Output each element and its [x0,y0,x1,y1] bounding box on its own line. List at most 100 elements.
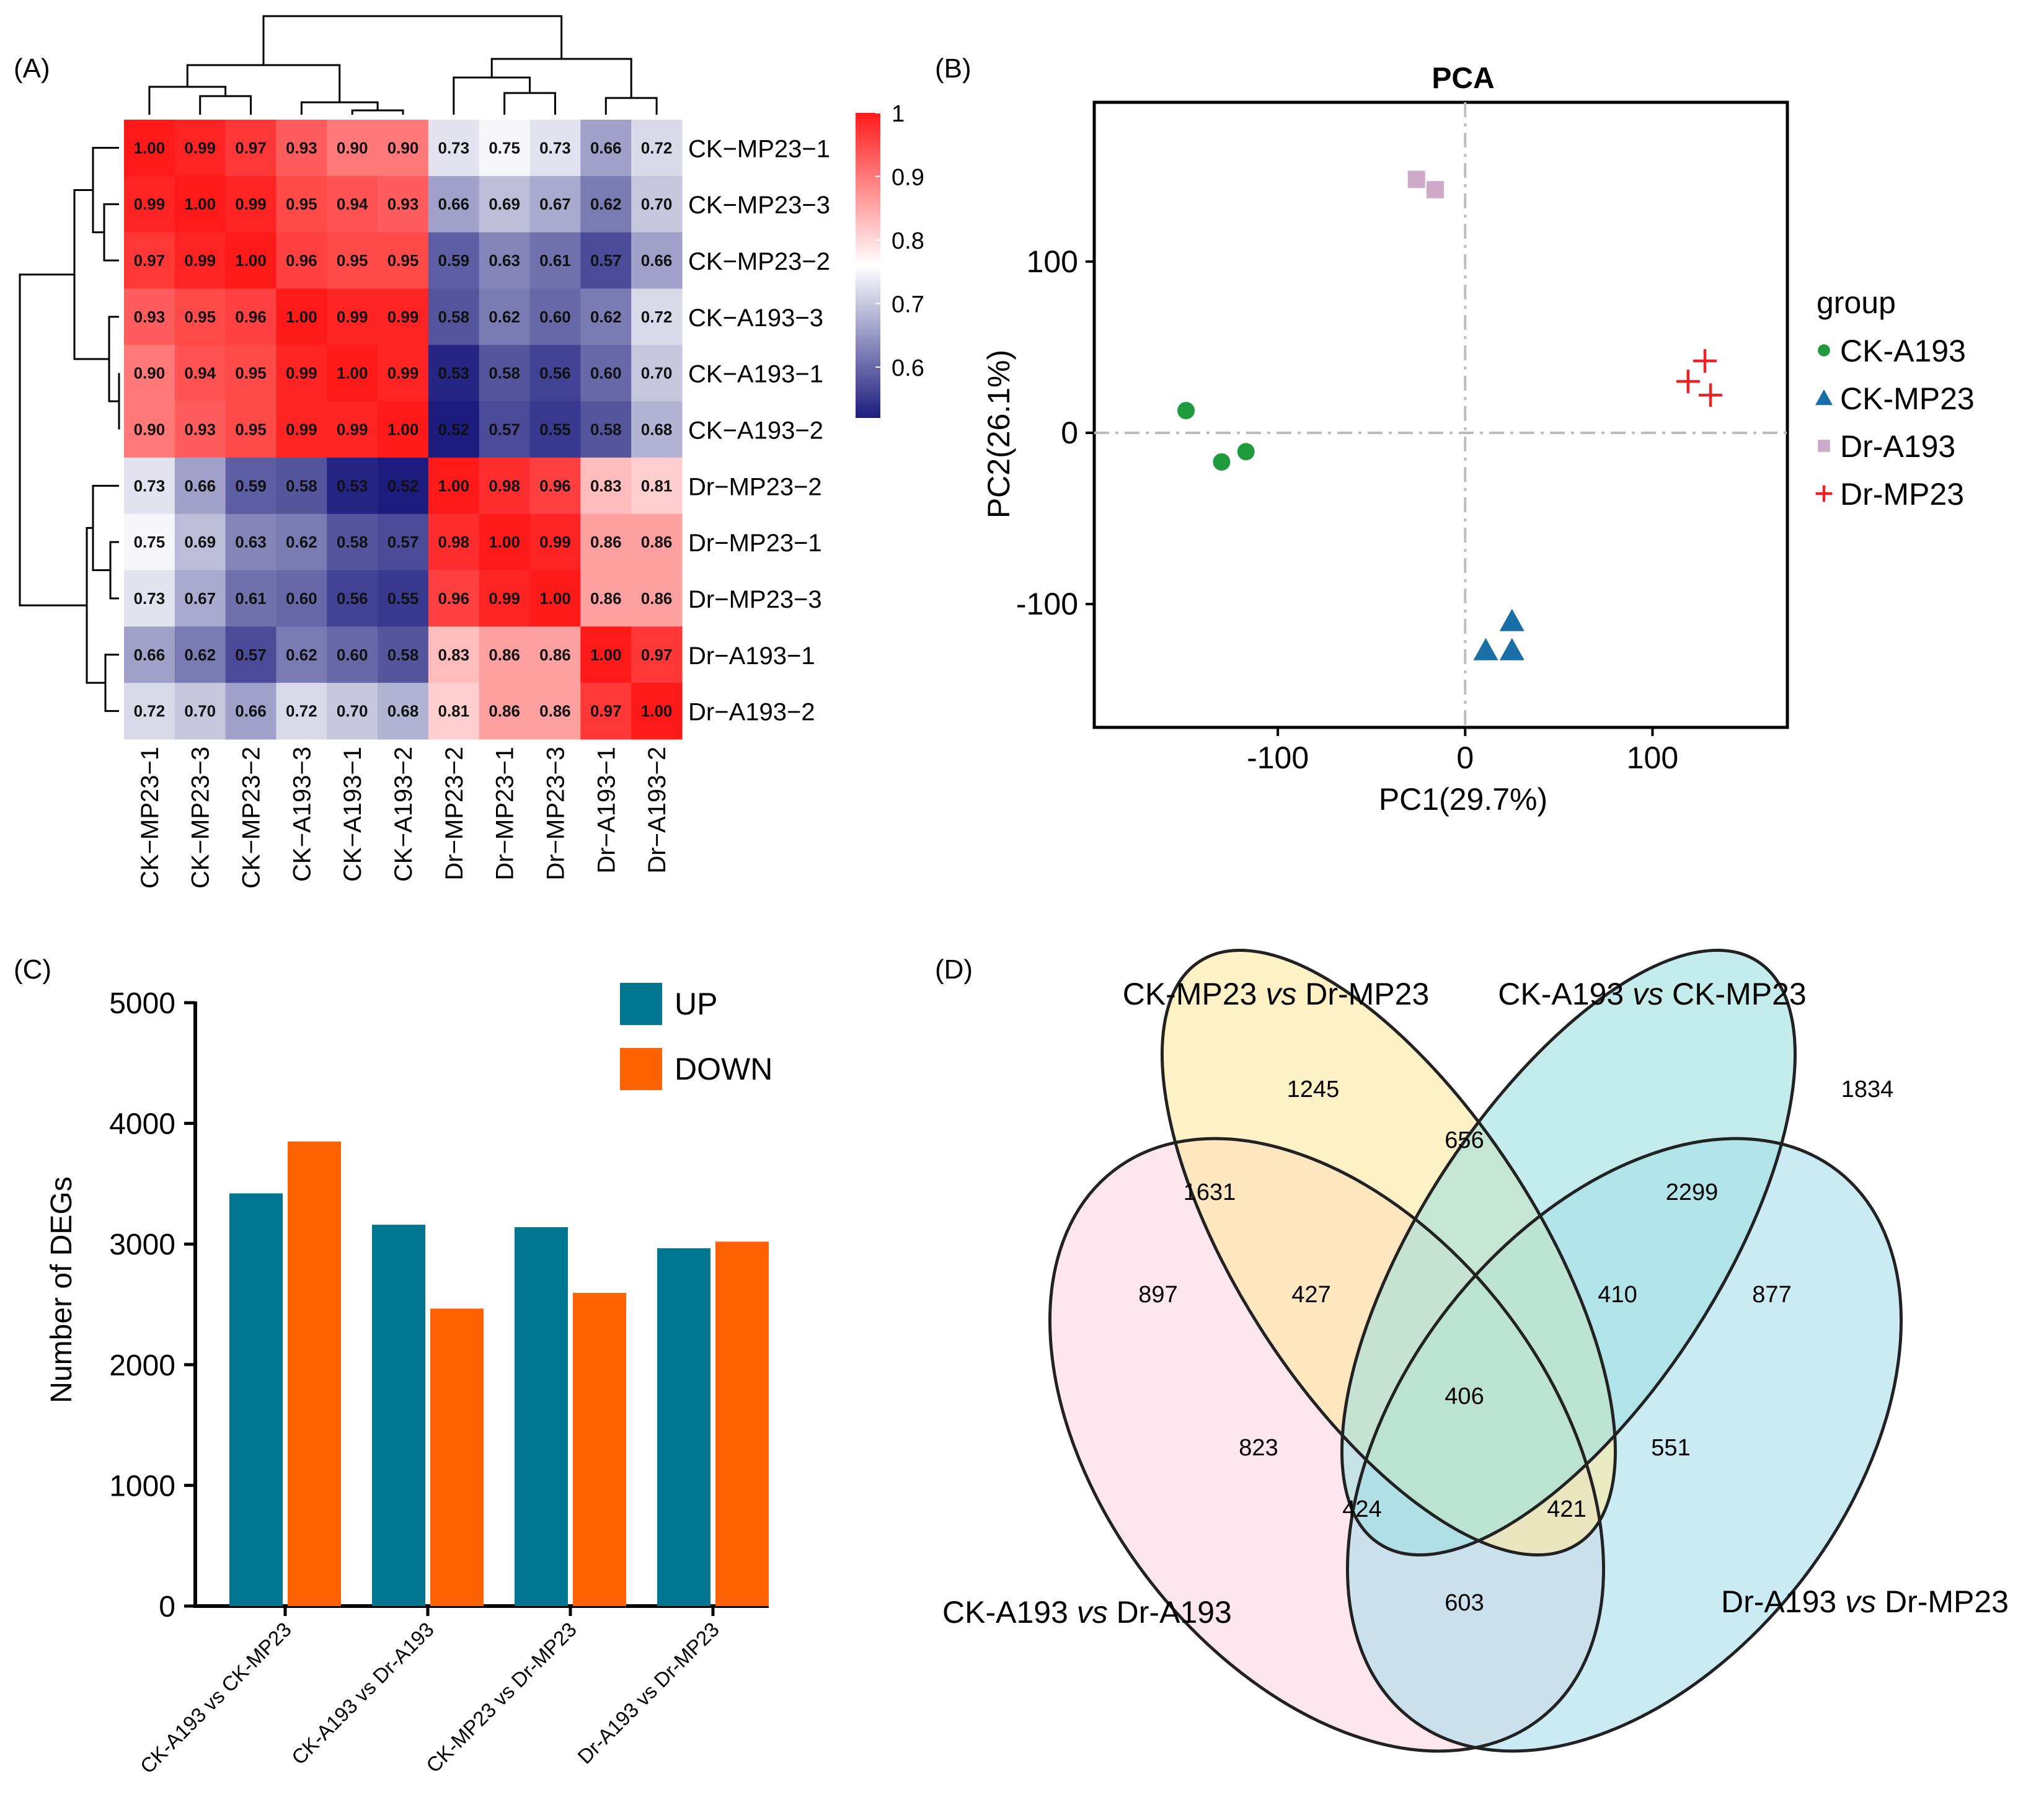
heatmap-column-label: CK−MP23−2 [238,747,265,889]
heatmap-cell [225,401,277,458]
heatmap-cell [327,570,378,627]
heatmap-cells: 1.00 0.99 0.97 0.93 0.90 0.90 0.73 0.75 0.73 0.66… [124,120,683,740]
heatmap-cell [428,288,480,345]
heatmap-cell [174,626,226,683]
pca-point-ck-a193 [1237,443,1255,461]
heatmap-row-label: Dr−A193−1 [688,642,815,670]
pca-y-tick-label: -100 [1016,587,1078,621]
heatmap-cell-value: 0.66 [134,646,166,664]
heatmap-cell-value: 0.95 [235,420,267,439]
heatmap-cell-value: 0.72 [286,702,317,721]
heatmap-cell [124,232,175,290]
venn-ellipse-outline [1340,948,1797,1557]
heatmap-cell [225,626,277,683]
venn-set-label-part: CK-A193 [942,1595,1077,1630]
heatmap-cell [378,120,429,177]
heatmap-column-label: Dr−A193−1 [593,747,620,874]
bar-up [229,1193,283,1606]
venn-region-count: 421 [1547,1496,1586,1522]
heatmap-cell-value: 0.99 [337,420,368,439]
pca-points [1177,171,1723,660]
pca-point-dr-mp23 [1693,349,1717,373]
pca-legend-label: CK-A193 [1840,334,1966,368]
colorbar-tick-label: 1 [892,101,905,127]
heatmap-cell-value: 0.66 [590,138,622,157]
heatmap-cell [428,683,480,740]
dendrogram-branch [109,541,119,600]
heatmap-cell [428,232,480,290]
heatmap-cell [580,626,632,683]
heatmap-cell [327,513,378,571]
venn-ellipse-outline [1161,948,1617,1557]
venn-set-label-part: Dr-MP23 [1296,977,1429,1011]
heatmap-cell-value: 1.00 [235,251,267,270]
venn-set-label: CK-MP23 vs Dr-MP23 [1123,977,1430,1011]
panel-label-d: (D) [935,954,973,985]
heatmap-cell-value: 0.59 [438,251,470,270]
venn-ellipse-outline [1048,1137,1605,1753]
heatmap-colorbar: 1 0.9 0.8 0.7 0.6 [856,101,924,418]
bar-category-label: CK-A193 vs CK-MP23 [136,1618,296,1778]
heatmap-cell [580,288,632,345]
heatmap-cell [479,513,531,571]
heatmap-cell [378,401,429,458]
dendrogram-branch [92,484,119,572]
bar-category-label: Dr-A193 vs Dr-MP23 [573,1618,724,1769]
heatmap-cell [174,345,226,402]
heatmap-row-labels: CK−MP23−1 CK−MP23−3 CK−MP23−2 CK−A193−3 CK−A… [688,135,830,726]
heatmap-cell [225,175,277,233]
heatmap-cell [529,120,581,177]
bar-y-label: Number of DEGs [45,1176,78,1403]
heatmap-cell [529,570,581,627]
heatmap-cell-value: 0.52 [387,476,419,495]
heatmap-cell [327,175,378,233]
heatmap-cell-value: 0.99 [235,195,267,213]
heatmap-cell [327,288,378,345]
heatmap-column-label: Dr−A193−2 [644,747,671,874]
heatmap-cell-value: 0.58 [438,308,470,326]
heatmap-cell-value: 0.95 [387,251,419,270]
heatmap-cell [276,457,327,515]
heatmap-cell-value: 1.00 [539,589,571,608]
dendrogram-branch [300,101,379,115]
bar-y-tick-label: 4000 [109,1108,175,1141]
venn-region-count: 877 [1752,1282,1791,1308]
heatmap-cell [580,570,632,627]
heatmap-cell-value: 0.62 [286,533,317,551]
venn-region-count: 1245 [1287,1076,1340,1103]
heatmap-cell-value: 0.94 [184,364,216,383]
heatmap-cell-value: 0.70 [184,702,216,721]
bar-down [573,1293,626,1606]
bar-up [657,1248,710,1606]
heatmap-cell-value: 0.86 [489,702,520,721]
heatmap-column-label: Dr−MP23−1 [492,747,519,881]
heatmap-cell [631,683,683,740]
pca-legend-marker [1815,485,1833,502]
heatmap-cell [174,513,226,571]
heatmap-cell [529,288,581,345]
heatmap-row-label: CK−A193−1 [688,361,823,388]
pca-point-dr-mp23 [1699,383,1723,407]
bar-down [430,1308,484,1606]
heatmap-cell-value: 0.66 [184,476,216,495]
venn-region-count: 656 [1445,1127,1484,1153]
heatmap-cell-value: 0.96 [286,251,317,270]
venn-region-count: 1834 [1841,1076,1894,1103]
heatmap-cell [378,626,429,683]
heatmap-cell-value: 0.96 [235,308,267,326]
heatmap-cell [276,345,327,402]
dendrogram-branch [108,316,119,402]
panel-label-c: (C) [14,954,51,985]
heatmap-cell [580,175,632,233]
heatmap-cell-value: 0.58 [489,364,520,383]
panel-label-b: (B) [935,53,971,84]
heatmap-cell [327,232,378,290]
heatmap-cell [378,232,429,290]
venn-set-label-part: CK-MP23 [1123,977,1266,1011]
heatmap-cell-value: 0.73 [438,138,470,157]
colorbar-tick-label: 0.7 [892,292,924,318]
heatmap-cell [631,401,683,458]
colorbar-tick-label: 0.6 [892,355,924,381]
heatmap-cell [479,457,531,515]
heatmap-cell-value: 0.81 [641,476,673,495]
